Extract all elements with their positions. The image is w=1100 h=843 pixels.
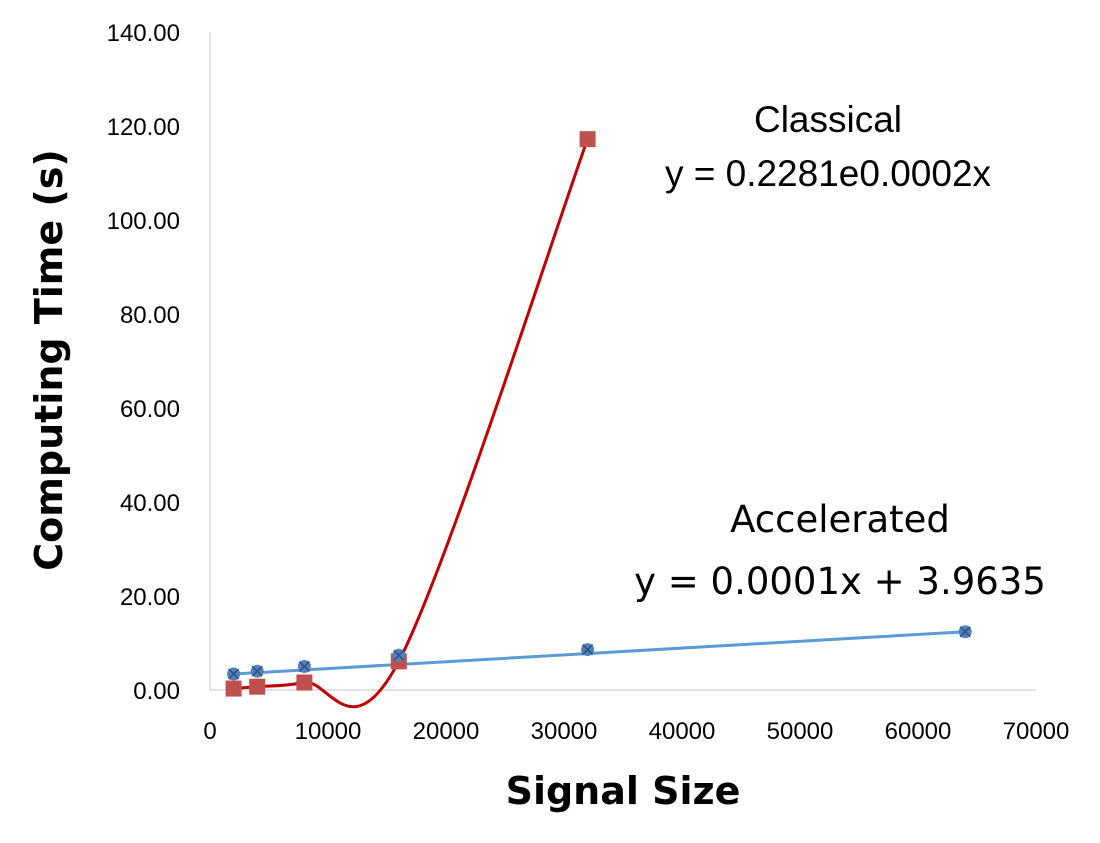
x-axis-title: Signal Size bbox=[506, 769, 741, 813]
classical-equation: y = 0.2281e0.0002x bbox=[665, 153, 992, 194]
x-tick-label: 20000 bbox=[413, 718, 480, 745]
axes bbox=[209, 32, 1036, 691]
accelerated-data-point-cross bbox=[251, 665, 263, 677]
accelerated-trendline bbox=[233, 630, 966, 676]
x-tick-label: 10000 bbox=[295, 718, 362, 745]
classical-data-point bbox=[296, 674, 313, 691]
y-tick-label: 0.00 bbox=[133, 678, 180, 705]
data-markers bbox=[225, 131, 972, 697]
y-tick-label: 80.00 bbox=[120, 302, 180, 329]
x-tick-label: 30000 bbox=[531, 718, 598, 745]
classical-trendline bbox=[233, 138, 590, 709]
x-tick-label: 50000 bbox=[767, 718, 834, 745]
accelerated-data-point-cross bbox=[393, 649, 405, 661]
y-tick-label: 140.00 bbox=[107, 20, 180, 47]
y-tick-label: 100.00 bbox=[107, 208, 180, 235]
accelerated-data-point-cross bbox=[959, 626, 971, 638]
trendlines bbox=[233, 138, 966, 709]
y-axis-title: Computing Time (s) bbox=[27, 149, 71, 570]
classical-series-label: Classical bbox=[754, 99, 902, 140]
x-tick-labels: 0 10000 20000 30000 40000 50000 60000 70000 bbox=[203, 718, 1069, 745]
y-tick-labels: 0.00 20.00 40.00 60.00 80.00 100.00 120.00 140.… bbox=[107, 20, 180, 705]
x-tick-label: 40000 bbox=[649, 718, 716, 745]
accelerated-data-point-cross bbox=[298, 660, 310, 673]
classical-data-point bbox=[579, 131, 596, 148]
accelerated-series-label: Accelerated bbox=[730, 498, 950, 541]
y-tick-label: 60.00 bbox=[120, 396, 180, 423]
classical-data-point bbox=[249, 678, 266, 695]
x-tick-label: 70000 bbox=[1003, 718, 1070, 745]
accelerated-equation: y = 0.0001x + 3.9635 bbox=[634, 560, 1046, 603]
y-tick-label: 20.00 bbox=[120, 584, 180, 611]
x-tick-label: 0 bbox=[203, 718, 216, 745]
accelerated-data-point-cross bbox=[228, 668, 240, 680]
classical-data-point bbox=[225, 680, 242, 697]
accelerated-data-point-cross bbox=[582, 644, 594, 656]
x-tick-label: 60000 bbox=[885, 718, 952, 745]
y-tick-label: 120.00 bbox=[107, 114, 180, 141]
y-tick-label: 40.00 bbox=[120, 490, 180, 517]
